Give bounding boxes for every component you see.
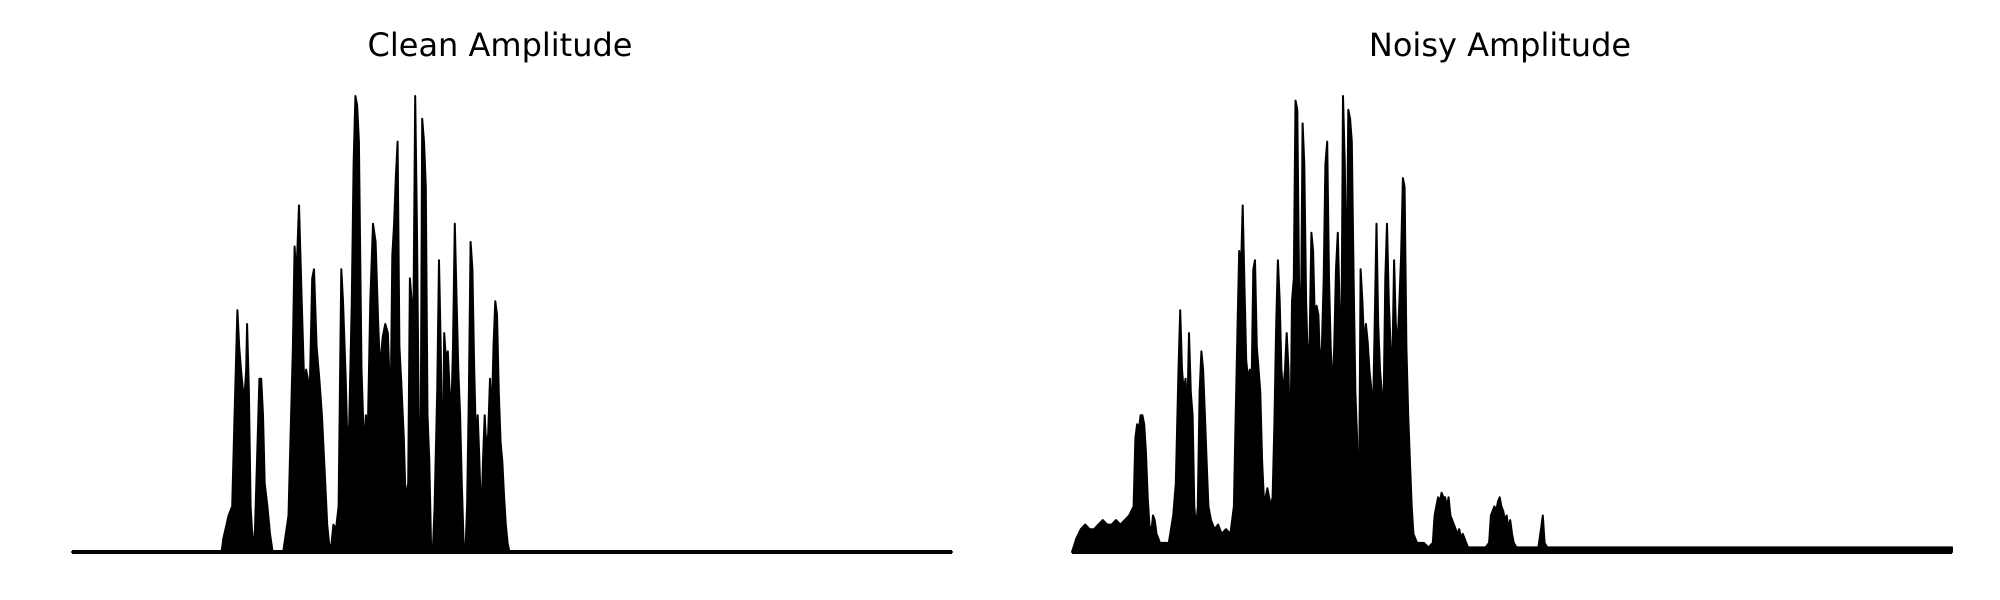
clean-amplitude-panel: Clean Amplitude <box>71 26 953 554</box>
clean-amplitude-plot <box>71 95 953 554</box>
chart-title: Noisy Amplitude <box>1368 26 1632 64</box>
amplitude-envelope <box>1071 95 1953 553</box>
noisy-amplitude-plot <box>1071 95 1953 554</box>
chart-title: Clean Amplitude <box>367 26 633 64</box>
amplitude-envelope <box>71 95 953 553</box>
noisy-amplitude-panel: Noisy Amplitude <box>1000 0 2000 600</box>
